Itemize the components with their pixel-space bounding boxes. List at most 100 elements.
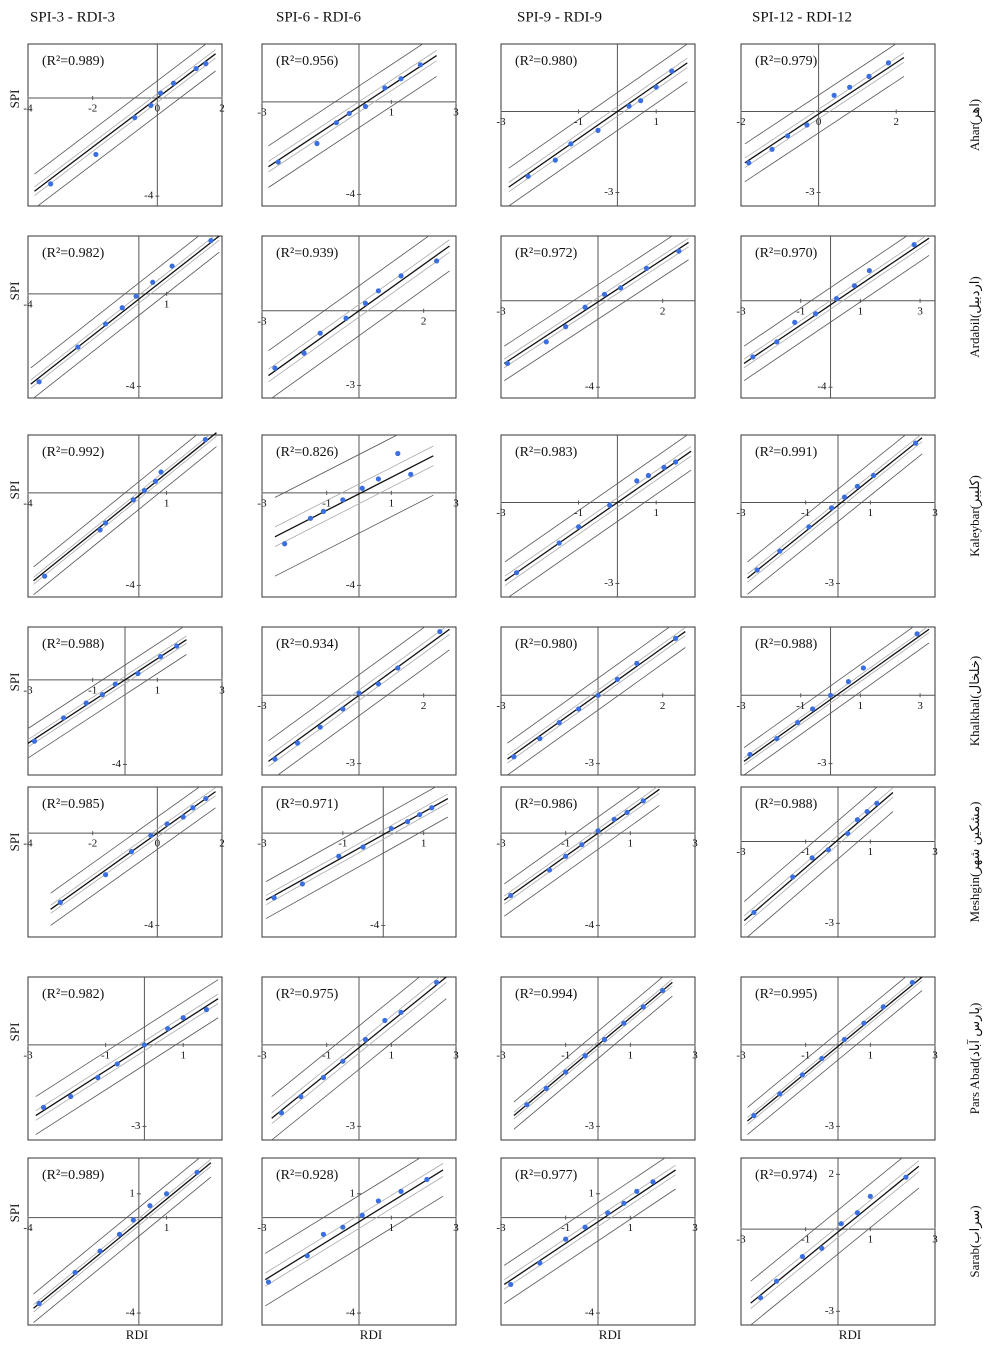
point [601,1036,608,1043]
point [804,122,810,128]
r2-label: (R²=0.980) [515,637,578,652]
panel: -3 -1 1 3 1 -4 (R²=0.977) [496,1157,698,1326]
y-axis-label: SPI [7,1204,22,1223]
r2-label: (R²=0.979) [755,54,818,69]
point [317,330,323,336]
point [320,508,327,514]
y-axis-label: SPI [7,282,22,301]
prediction-band [504,259,689,382]
prediction-band [265,1163,444,1274]
x-tick-label: 2 [893,116,899,128]
point [854,817,861,823]
y-tick-label: 2 [829,1168,835,1180]
r2-label: (R²=0.826) [276,445,339,460]
point [903,1174,909,1180]
point [546,867,553,873]
point [621,1200,627,1206]
point [914,631,920,637]
prediction-band [33,446,217,595]
r2-label: (R²=0.986) [515,797,578,812]
prediction-band [35,993,219,1112]
column-title: SPI-6 - RDI-6 [276,9,361,25]
x-tick-label: 1 [858,305,864,317]
panel: -3 -1 1 -3 (R²=0.982) [23,976,223,1141]
x-tick-label: 2 [421,315,427,327]
point [543,1085,549,1091]
x-tick-label: 1 [868,507,874,519]
point [810,706,816,712]
point [356,690,362,696]
point [360,844,366,850]
point [634,1188,640,1194]
x-tick-label: -1 [801,1049,810,1061]
point [831,92,837,98]
point [754,567,760,573]
point [576,524,582,530]
point [103,321,109,327]
point [556,540,562,546]
point [792,319,798,325]
point [747,751,753,758]
point [164,821,170,827]
point [72,1269,78,1276]
x-tick-label: 1 [858,700,864,712]
x-tick-label: -1 [801,846,810,858]
point [614,676,621,682]
point [75,344,81,350]
point [563,324,569,330]
panel: -3 -1 1 -3 (R²=0.983) [496,434,696,598]
prediction-band [743,787,878,902]
x-tick-label: -3 [257,838,267,850]
point [777,548,783,554]
x-tick-label: 1 [628,1049,634,1061]
x-tick-label: -4 [23,497,33,509]
prediction-band [28,635,187,740]
point [388,825,394,832]
x-tick-label: -1 [322,497,331,509]
y-tick-label: -3 [825,1120,835,1132]
x-tick-label: -3 [736,1234,746,1246]
point [193,65,199,72]
prediction-band [504,793,660,905]
panel: -3 2 -3 (R²=0.934) [257,626,457,776]
point [643,265,650,271]
prediction-band [507,627,686,756]
point [866,267,872,274]
point [563,1069,569,1075]
point [36,1300,42,1307]
panel: -3 -1 1 3 -3 (R²=0.975) [257,976,459,1141]
fit-line [268,55,437,168]
prediction-band [268,627,447,757]
point [434,979,440,986]
prediction-band [271,270,450,398]
y-axis-label: SPI [7,673,22,692]
point [911,242,917,248]
x-tick-label: -4 [23,1222,33,1234]
x-tick-label: -3 [736,507,746,519]
x-tick-label: -1 [561,1222,570,1234]
fit-line [35,998,219,1117]
y-tick-label: -3 [825,917,835,929]
panel: -4 1 -4 (R²=0.992) [23,432,223,598]
x-tick-label: 1 [421,838,427,850]
point [103,872,109,878]
prediction-band [271,982,447,1125]
point [513,570,520,576]
point [169,263,175,269]
point [40,1104,47,1110]
point [99,692,105,698]
prediction-band [34,49,216,188]
x-tick-label: 3 [692,1049,698,1061]
point [382,1017,388,1024]
point [673,635,679,641]
point [135,670,141,677]
r2-label: (R²=0.980) [515,54,578,69]
point [809,855,815,861]
fit-line [503,1169,676,1285]
prediction-band [504,446,692,577]
point [827,692,834,698]
y-tick-label: 1 [589,1187,595,1199]
prediction-band [274,465,434,548]
point [870,472,877,479]
prediction-band [743,632,930,766]
